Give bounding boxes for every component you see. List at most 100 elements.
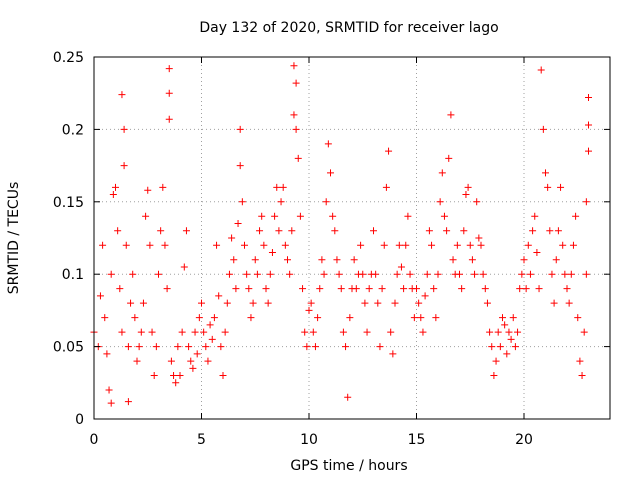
- data-point: [419, 328, 427, 336]
- data-point: [357, 241, 365, 249]
- data-point: [116, 285, 124, 293]
- y-tick-label: 0.2: [62, 122, 84, 138]
- data-point: [359, 270, 367, 278]
- data-point: [157, 227, 165, 235]
- data-point: [585, 147, 592, 155]
- data-point: [509, 314, 517, 322]
- data-point: [406, 270, 414, 278]
- data-point: [187, 357, 195, 365]
- data-point: [533, 248, 541, 256]
- data-point: [331, 227, 339, 235]
- data-point: [268, 248, 276, 256]
- data-point: [139, 299, 147, 307]
- data-point: [580, 328, 588, 336]
- data-point: [436, 198, 444, 206]
- data-point: [494, 328, 502, 336]
- data-point: [471, 270, 479, 278]
- data-point: [475, 234, 483, 242]
- data-point: [318, 256, 326, 264]
- data-point: [236, 162, 244, 170]
- data-point: [148, 328, 156, 336]
- data-point: [96, 292, 104, 300]
- data-point: [202, 343, 210, 351]
- data-point: [462, 191, 470, 199]
- data-point: [397, 263, 405, 271]
- data-point: [150, 372, 158, 380]
- data-point: [320, 270, 328, 278]
- data-point: [223, 299, 231, 307]
- data-point: [415, 299, 423, 307]
- data-point: [292, 125, 300, 133]
- data-point: [432, 314, 440, 322]
- x-tick-label: 20: [515, 432, 533, 448]
- data-point: [228, 234, 236, 242]
- data-point: [514, 328, 522, 336]
- data-point: [378, 285, 386, 293]
- data-point: [131, 314, 139, 322]
- data-point: [387, 328, 395, 336]
- data-point: [490, 372, 498, 380]
- data-point: [585, 121, 592, 129]
- data-point: [114, 227, 122, 235]
- data-point: [258, 212, 266, 220]
- data-point: [503, 350, 511, 358]
- data-point: [443, 227, 451, 235]
- axis-tick-labels: 0 5 10 15 20 0 0.05 0.1 0.15 0.2 0.25: [53, 50, 533, 448]
- data-point: [105, 386, 113, 394]
- data-point: [393, 270, 401, 278]
- data-point: [361, 299, 369, 307]
- data-point: [135, 343, 143, 351]
- data-point: [376, 343, 384, 351]
- data-point: [266, 270, 274, 278]
- data-point: [129, 270, 137, 278]
- data-point: [544, 183, 552, 191]
- data-point: [380, 241, 388, 249]
- data-point: [404, 212, 412, 220]
- data-point: [208, 335, 216, 343]
- data-point: [124, 343, 132, 351]
- data-point: [316, 285, 324, 293]
- data-point: [434, 270, 442, 278]
- data-point: [464, 183, 472, 191]
- data-point: [423, 270, 431, 278]
- data-point: [374, 299, 382, 307]
- data-point: [245, 285, 253, 293]
- data-point: [161, 241, 169, 249]
- data-point: [449, 256, 457, 264]
- data-point: [273, 183, 281, 191]
- data-point: [395, 241, 403, 249]
- data-point: [215, 292, 223, 300]
- data-point: [217, 343, 225, 351]
- data-point: [501, 321, 509, 329]
- data-point: [542, 169, 549, 177]
- data-point: [172, 379, 180, 387]
- data-point: [335, 270, 343, 278]
- data-point: [281, 241, 289, 249]
- data-point: [339, 328, 347, 336]
- data-point: [251, 256, 259, 264]
- data-point: [511, 343, 519, 351]
- data-point: [137, 328, 145, 336]
- axis-ticks: [93, 56, 610, 420]
- data-point: [118, 328, 126, 336]
- data-point: [122, 241, 130, 249]
- data-point: [327, 169, 334, 177]
- data-point: [576, 357, 584, 365]
- data-point: [363, 328, 371, 336]
- data-point: [174, 343, 182, 351]
- data-point: [382, 183, 390, 191]
- data-point: [507, 335, 515, 343]
- data-point: [294, 154, 302, 162]
- data-point: [445, 154, 453, 162]
- data-point: [243, 270, 251, 278]
- data-point: [260, 241, 268, 249]
- data-point: [483, 299, 491, 307]
- data-point: [142, 212, 150, 220]
- data-point: [365, 285, 373, 293]
- data-point: [200, 328, 208, 336]
- data-point: [303, 343, 311, 351]
- data-point: [582, 270, 590, 278]
- data-point: [206, 321, 214, 329]
- grid: [94, 57, 610, 419]
- data-point: [167, 357, 175, 365]
